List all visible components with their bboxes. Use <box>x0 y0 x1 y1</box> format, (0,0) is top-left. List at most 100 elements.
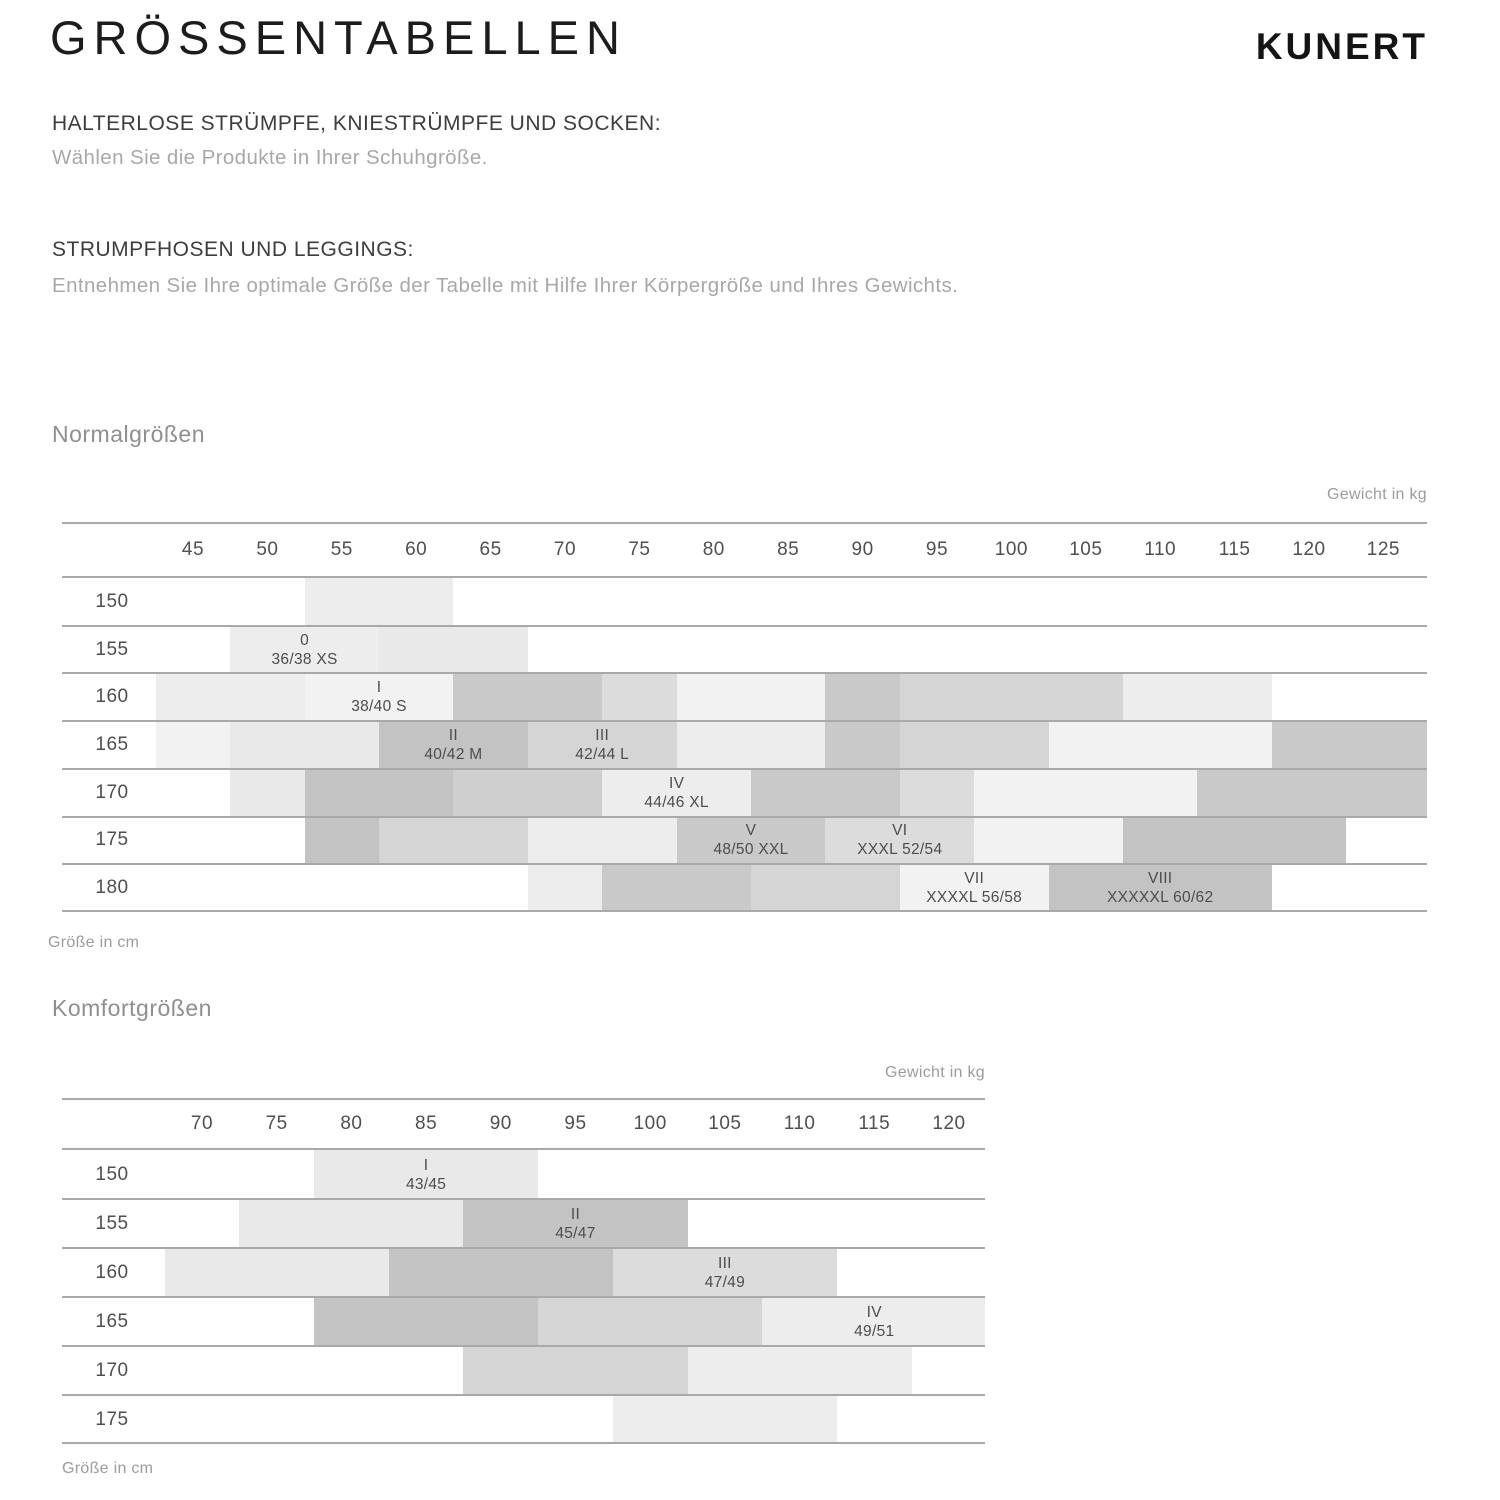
size-label-fit: 44/46 XL <box>644 793 709 811</box>
size-label: 0 36/38 XS <box>210 631 400 669</box>
size-label: II 40/42 M <box>358 726 548 764</box>
size-label-roman: VII <box>964 870 985 888</box>
weight-tick-label: 70 <box>553 539 577 560</box>
normal-table: 45 50 55 60 65 70 75 80 85 90 95 100 105 110 115 120 125… <box>62 522 1427 912</box>
brand-logo: KUNERT <box>1255 26 1428 67</box>
size-label: II 45/47 <box>481 1205 671 1243</box>
row-separator-line <box>62 815 1427 818</box>
height-row-label: 175 <box>95 1408 129 1430</box>
size-label: VII XXXXL 56/58 <box>879 869 1069 907</box>
weight-tick-label: 95 <box>925 539 949 560</box>
row-separator-line <box>62 1296 985 1298</box>
size-label-fit: XXXXL 56/58 <box>926 889 1023 907</box>
size-band <box>538 1297 763 1346</box>
height-row-label: 150 <box>95 590 129 612</box>
weight-tick-label: 110 <box>1144 539 1177 560</box>
size-label-roman: III <box>595 726 610 744</box>
normal-sizes-title: Normalgrößen <box>52 421 205 447</box>
size-band <box>1123 816 1347 865</box>
comfort-size-chart: Gewicht in kg 70 75 80 85 90 95 100 105 110 115 12… <box>62 1064 985 1477</box>
weight-axis-unit: Gewicht in kg <box>1327 486 1427 503</box>
weight-tick-label: 75 <box>628 539 651 560</box>
table-top-border <box>62 1098 985 1100</box>
size-band <box>230 625 379 674</box>
size-band <box>155 673 305 722</box>
size-label-roman: II <box>570 1205 581 1223</box>
size-label: V 48/50 XXL <box>656 821 846 859</box>
weight-tick-label: 85 <box>777 539 800 560</box>
size-label-roman: I <box>423 1156 429 1174</box>
size-label-roman: V <box>745 822 757 840</box>
comfort-table: 70 75 80 85 90 95 100 105 110 115 120 150 155 160 165 1… <box>62 1098 985 1444</box>
size-band <box>527 721 677 769</box>
size-label: I 43/45 <box>331 1156 521 1194</box>
size-label-fit: 38/40 S <box>351 698 407 716</box>
size-label-fit: 48/50 XXL <box>713 841 789 859</box>
weight-tick-label: 90 <box>489 1113 512 1134</box>
size-label-roman: II <box>448 726 458 744</box>
normal-size-chart: Gewicht in kg 45 50 55 60 65 70 75 80 85 90 95 100 1… <box>48 486 1427 951</box>
weight-tick-label: 120 <box>1292 539 1326 560</box>
size-band <box>1197 768 1427 817</box>
size-label-fit: 49/51 <box>854 1322 895 1340</box>
size-label-fit: 42/44 L <box>575 745 630 763</box>
size-band <box>453 768 603 817</box>
size-label-roman: 0 <box>300 631 310 649</box>
weight-tick-label: 80 <box>702 539 725 560</box>
weight-axis-unit: Gewicht in kg <box>885 1064 985 1081</box>
weight-tick-label: 60 <box>405 539 428 560</box>
size-band <box>825 673 900 722</box>
size-label-roman: I <box>376 679 382 697</box>
size-label: VIII XXXXXL 60/62 <box>1065 869 1255 907</box>
size-band <box>388 1248 613 1297</box>
weight-tick-label: 75 <box>265 1113 288 1134</box>
table-top-border <box>62 522 1427 524</box>
weight-tick-label: 65 <box>479 539 502 560</box>
size-band <box>751 768 900 817</box>
size-band <box>379 721 528 769</box>
size-band <box>304 578 454 626</box>
weight-tick-label: 120 <box>932 1113 966 1134</box>
size-band <box>379 625 528 674</box>
weight-tick-label: 115 <box>1218 539 1251 560</box>
size-band <box>155 721 231 769</box>
header-separator-line <box>62 576 1427 578</box>
size-band <box>314 1150 539 1199</box>
row-separator-line <box>62 1247 985 1249</box>
height-row-label: 150 <box>95 1163 129 1185</box>
size-label-roman: IV <box>866 1303 882 1321</box>
comfort-sizes-title: Komfortgrößen <box>52 995 212 1021</box>
size-band <box>899 673 1123 722</box>
size-band <box>762 1297 985 1346</box>
row-separator-line <box>62 624 1427 627</box>
size-label: VI XXXL 52/54 <box>805 821 995 859</box>
height-row-label: 170 <box>95 1359 129 1381</box>
size-band <box>463 1199 688 1248</box>
size-band <box>676 721 826 769</box>
section-tights-heading: STRUMPFHOSEN UND LEGGINGS: <box>52 238 414 261</box>
size-band <box>463 1346 688 1395</box>
weight-tick-label: 55 <box>330 539 353 560</box>
height-row-label: 165 <box>95 733 129 755</box>
size-label-roman: III <box>717 1254 732 1272</box>
size-label: I 38/40 S <box>284 678 474 716</box>
weight-tick-label: 100 <box>633 1113 667 1134</box>
size-label: III 42/44 L <box>507 726 697 764</box>
size-band <box>612 1248 837 1297</box>
weight-tick-label: 115 <box>858 1113 891 1134</box>
weight-tick-label: 80 <box>340 1113 363 1134</box>
size-band <box>974 768 1198 817</box>
size-label-fit: 47/49 <box>704 1273 746 1291</box>
table-bottom-border <box>62 1442 985 1444</box>
size-band <box>676 673 826 722</box>
size-band <box>612 1395 837 1444</box>
height-row-label: 160 <box>95 686 129 708</box>
weight-tick-label: 45 <box>181 539 205 560</box>
size-label: IV 44/46 XL <box>582 774 772 812</box>
size-band <box>899 768 975 817</box>
size-label: IV 49/51 <box>779 1303 969 1341</box>
size-label-fit: XXXL 52/54 <box>857 841 943 859</box>
row-separator-line <box>62 1394 985 1396</box>
size-band <box>974 816 1123 865</box>
weight-tick-label: 90 <box>851 539 874 560</box>
